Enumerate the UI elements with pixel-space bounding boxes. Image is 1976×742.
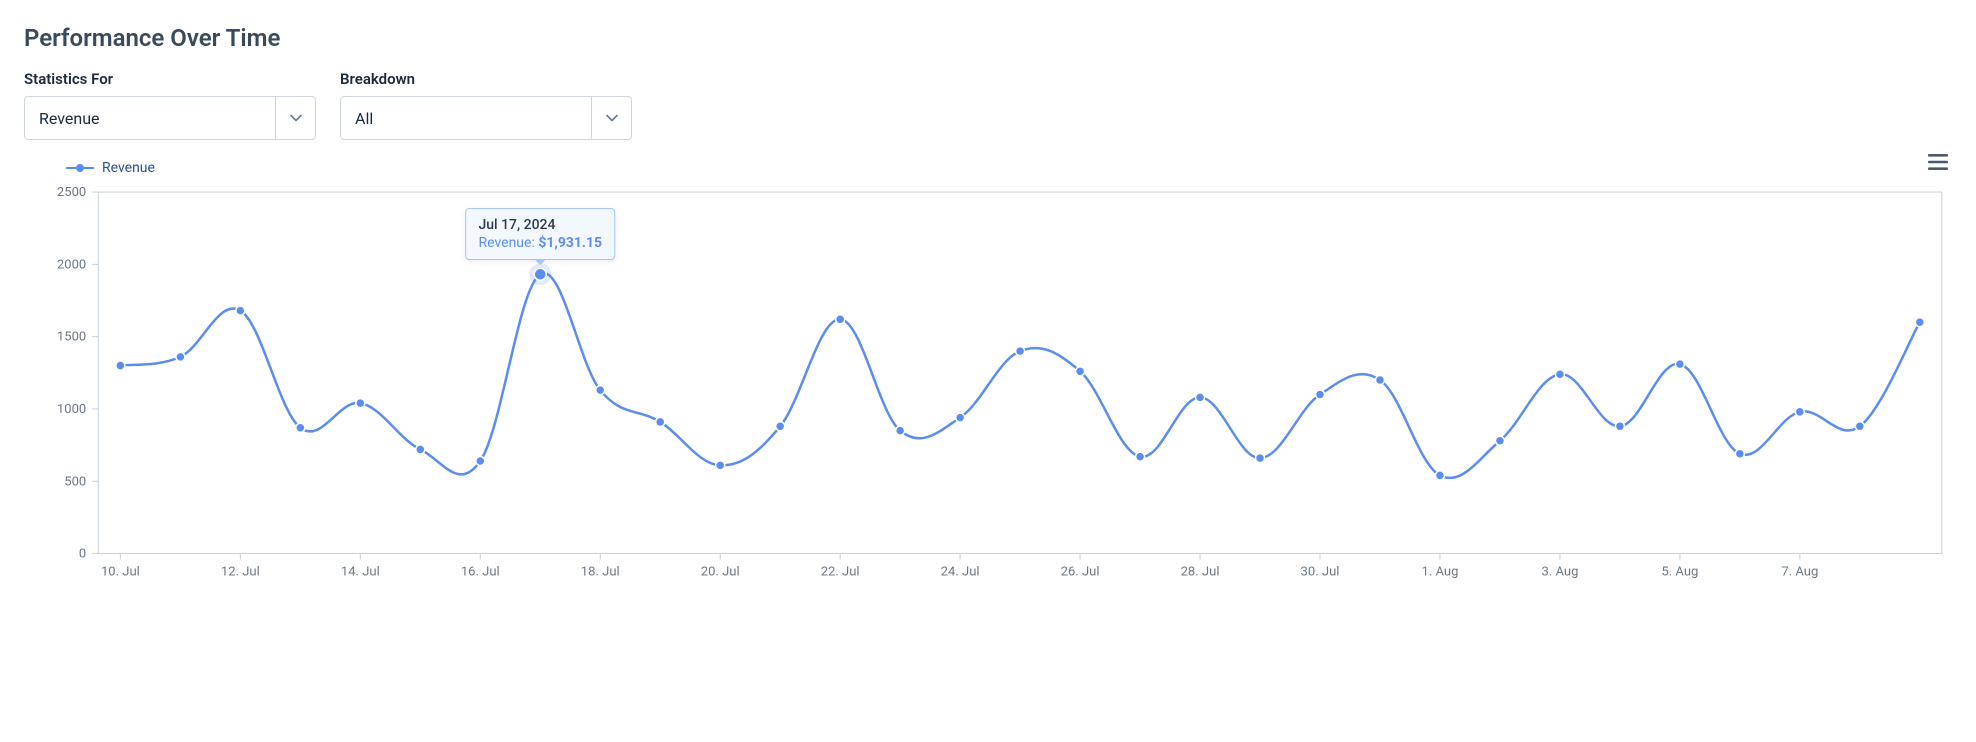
chart-point[interactable] — [1615, 422, 1624, 431]
chart-point[interactable] — [1915, 318, 1924, 327]
breakdown-caret[interactable] — [591, 97, 631, 139]
svg-text:10. Jul: 10. Jul — [101, 565, 140, 580]
chart-point[interactable] — [356, 399, 365, 408]
chart-point[interactable] — [1315, 390, 1324, 399]
chart-point[interactable] — [416, 445, 425, 454]
svg-text:12. Jul: 12. Jul — [221, 565, 260, 580]
tooltip-date: Jul 17, 2024 — [478, 217, 602, 233]
stats-for-select[interactable]: Revenue — [24, 96, 316, 140]
chart-point[interactable] — [176, 352, 185, 361]
page-title: Performance Over Time — [24, 24, 1952, 52]
chart-point[interactable] — [1375, 375, 1384, 384]
chart-point[interactable] — [476, 456, 485, 465]
svg-text:1. Aug: 1. Aug — [1421, 565, 1458, 580]
svg-text:16. Jul: 16. Jul — [461, 565, 500, 580]
chart-plot-area[interactable]: 0 500 1000 1500 2000 2500 10. Jul 12. Jul 14. Ju… — [24, 182, 1952, 584]
chart-point[interactable] — [1495, 436, 1504, 445]
chart-point[interactable] — [236, 306, 245, 315]
chart-point[interactable] — [1435, 471, 1444, 480]
svg-text:7. Aug: 7. Aug — [1781, 565, 1818, 580]
breakdown-control-group: Breakdown All — [340, 70, 632, 140]
chevron-down-icon — [606, 112, 618, 124]
chart-point[interactable] — [1136, 452, 1145, 461]
chart-point[interactable] — [716, 461, 725, 470]
chart-point[interactable] — [1076, 367, 1085, 376]
svg-text:1000: 1000 — [57, 402, 86, 417]
svg-text:5. Aug: 5. Aug — [1661, 565, 1698, 580]
svg-text:0: 0 — [79, 547, 86, 562]
svg-text:2500: 2500 — [57, 185, 86, 200]
svg-text:30. Jul: 30. Jul — [1301, 565, 1340, 580]
chart-point[interactable] — [296, 423, 305, 432]
chart-point[interactable] — [1256, 454, 1265, 463]
stats-for-value: Revenue — [25, 97, 275, 139]
chart-point[interactable] — [1735, 449, 1744, 458]
chart-container: Revenue 0 500 1000 1500 2000 2500 10. Jul 12. J… — [24, 160, 1952, 584]
chart-legend[interactable]: Revenue — [66, 160, 1952, 176]
stats-control-group: Statistics For Revenue — [24, 70, 316, 140]
svg-text:2000: 2000 — [57, 257, 86, 272]
chart-point[interactable] — [1196, 393, 1205, 402]
svg-text:20. Jul: 20. Jul — [701, 565, 740, 580]
svg-text:500: 500 — [64, 474, 86, 489]
stats-for-caret[interactable] — [275, 97, 315, 139]
svg-text:28. Jul: 28. Jul — [1181, 565, 1220, 580]
chevron-down-icon — [290, 112, 302, 124]
svg-text:14. Jul: 14. Jul — [341, 565, 380, 580]
chart-point[interactable] — [1675, 360, 1684, 369]
chart-tooltip: Jul 17, 2024 Revenue: $1,931.15 — [465, 208, 615, 260]
chart-point[interactable] — [896, 426, 905, 435]
tooltip-metric-value: $1,931.15 — [538, 235, 602, 251]
breakdown-select[interactable]: All — [340, 96, 632, 140]
svg-text:26. Jul: 26. Jul — [1061, 565, 1100, 580]
chart-point[interactable] — [534, 268, 546, 280]
chart-point[interactable] — [1795, 407, 1804, 416]
legend-marker — [66, 164, 94, 172]
chart-point[interactable] — [656, 417, 665, 426]
tooltip-metric: Revenue: $1,931.15 — [478, 235, 602, 251]
chart-point[interactable] — [836, 315, 845, 324]
svg-text:3. Aug: 3. Aug — [1541, 565, 1578, 580]
breakdown-label: Breakdown — [340, 70, 632, 88]
chart-point[interactable] — [956, 413, 965, 422]
tooltip-metric-label: Revenue — [478, 235, 531, 251]
chart-menu-button[interactable] — [1924, 148, 1952, 176]
stats-for-label: Statistics For — [24, 70, 316, 88]
svg-text:18. Jul: 18. Jul — [581, 565, 620, 580]
controls-row: Statistics For Revenue Breakdown All — [24, 70, 1952, 140]
hamburger-icon — [1928, 154, 1948, 170]
breakdown-value: All — [341, 97, 591, 139]
chart-point[interactable] — [1555, 370, 1564, 379]
chart-point[interactable] — [596, 386, 605, 395]
svg-text:22. Jul: 22. Jul — [821, 565, 860, 580]
chart-point[interactable] — [1016, 347, 1025, 356]
chart-point[interactable] — [776, 422, 785, 431]
chart-point[interactable] — [116, 361, 125, 370]
legend-series-label: Revenue — [102, 160, 155, 176]
svg-text:1500: 1500 — [57, 330, 86, 345]
svg-text:24. Jul: 24. Jul — [941, 565, 980, 580]
chart-svg: 0 500 1000 1500 2000 2500 10. Jul 12. Jul 14. Ju… — [24, 182, 1952, 584]
chart-point[interactable] — [1855, 422, 1864, 431]
